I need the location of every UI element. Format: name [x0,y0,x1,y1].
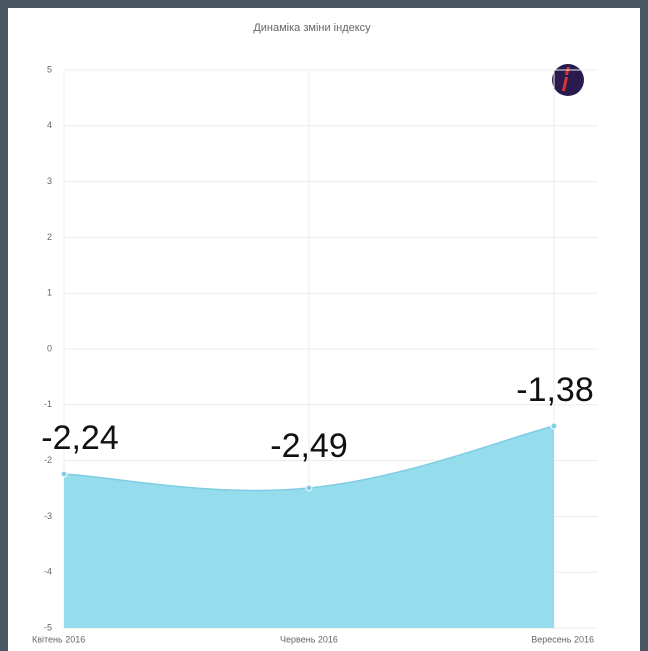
y-tick-label: -5 [44,622,52,632]
value-label: -1,38 [516,371,594,409]
info-icon[interactable] [552,64,584,96]
value-label: -2,24 [41,419,119,457]
point [550,422,558,430]
x-tick-label: Червень 2016 [280,634,338,644]
y-tick-label: 5 [47,64,52,74]
y-tick-label: 2 [47,232,52,242]
y-tick-label: -1 [44,399,52,409]
value-label: -2,49 [270,427,348,465]
x-tick-label: Квітень 2016 [32,634,85,644]
x-tick-label: Вересень 2016 [531,634,594,644]
y-tick-label: 1 [47,288,52,298]
info-icon-glyph[interactable] [562,67,570,91]
area [64,426,554,628]
point [60,470,68,478]
y-tick-label: 0 [47,343,52,353]
point [305,484,313,492]
y-tick-label: 4 [47,120,52,130]
y-tick-label: -4 [44,567,52,577]
y-tick-label: -3 [44,511,52,521]
info-icon-circle[interactable] [552,64,584,96]
chart-title: Динаміка зміни індексу [253,22,371,34]
y-tick-label: -2 [44,455,52,465]
y-tick-label: 3 [47,176,52,186]
